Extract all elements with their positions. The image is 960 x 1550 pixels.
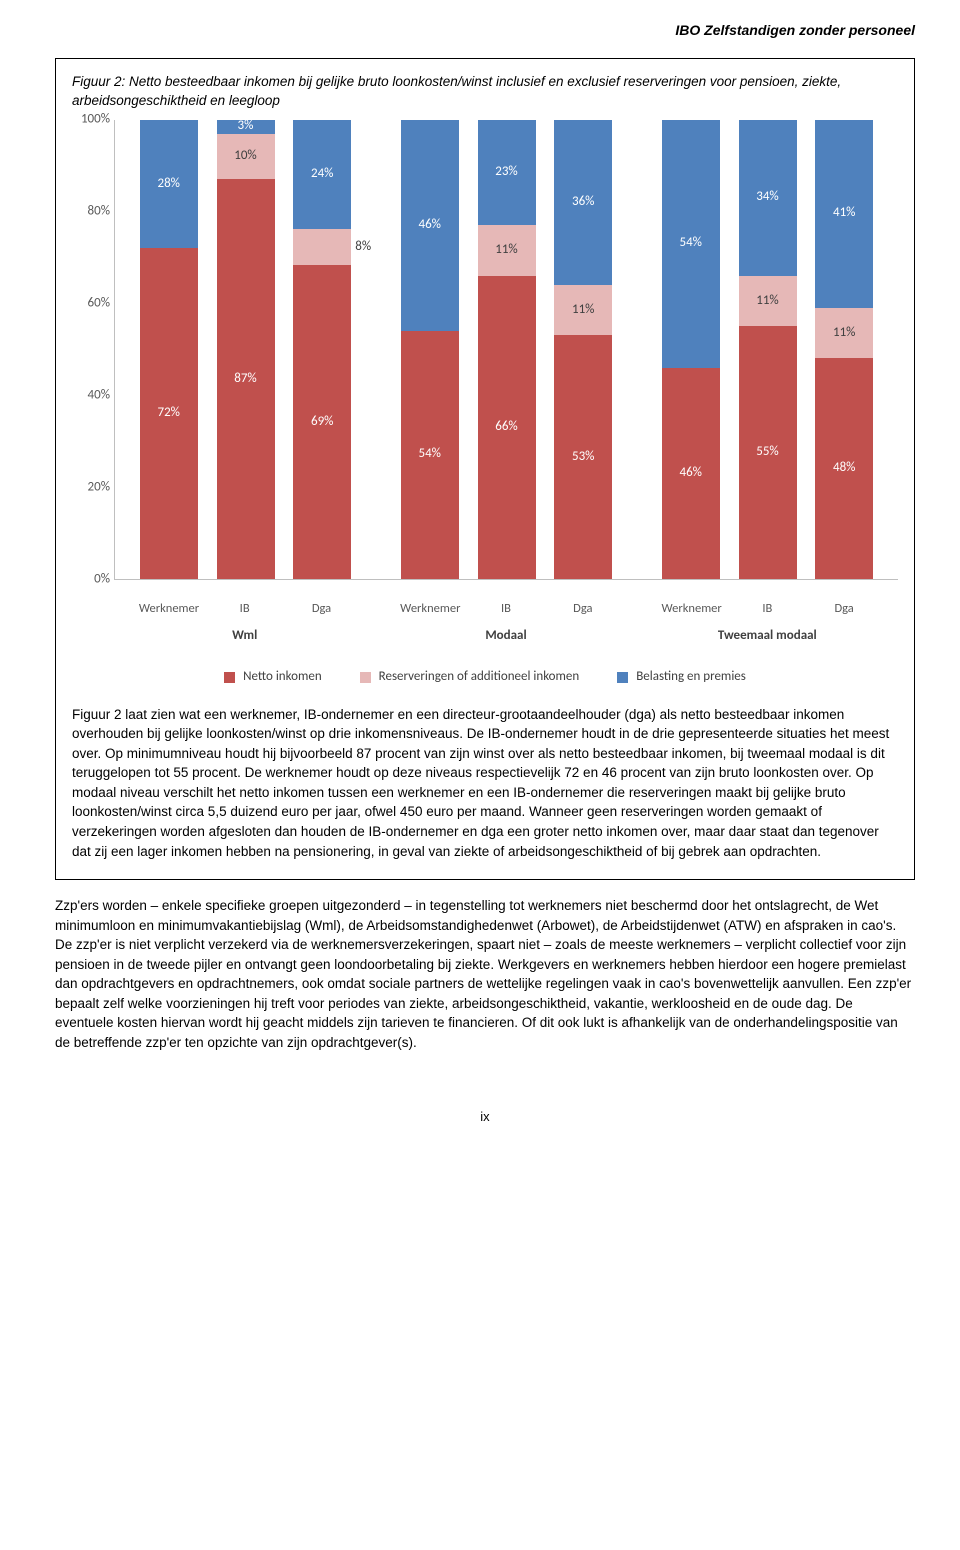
group-label: Modaal <box>375 627 636 646</box>
y-tick: 100% <box>81 110 110 129</box>
bar-segment: 46% <box>401 120 459 331</box>
bar-segment: 55% <box>739 326 797 578</box>
bar: 87%10%3% <box>217 120 275 579</box>
bar: 72%28% <box>140 120 198 579</box>
bar-segment: 46% <box>662 368 720 579</box>
page-number: ix <box>55 1108 915 1127</box>
x-bar-label: Werknemer <box>661 600 719 618</box>
y-tick: 60% <box>88 294 110 313</box>
x-bar-label: Dga <box>554 600 612 618</box>
bar-segment: 72% <box>140 248 198 578</box>
bar-segment: 11% <box>739 276 797 326</box>
bar-segment: 53% <box>554 335 612 578</box>
legend-label: Belasting en premies <box>636 668 746 687</box>
figure-box: Figuur 2: Netto besteedbaar inkomen bij … <box>55 58 915 880</box>
bar-segment: 23% <box>478 120 536 226</box>
bar-segment: 11% <box>554 285 612 335</box>
bar-group: 46%54%55%11%34%48%11%41% <box>637 120 898 579</box>
bar-segment: 54% <box>662 120 720 368</box>
bar-segment: 8% <box>293 229 351 265</box>
bar: 55%11%34% <box>739 120 797 579</box>
bar-segment: 48% <box>815 358 873 578</box>
figure-body-text: Figuur 2 laat zien wat een werknemer, IB… <box>72 705 898 862</box>
bar: 53%11%36% <box>554 120 612 579</box>
legend-item: Reserveringen of additioneel inkomen <box>360 668 580 687</box>
legend-label: Netto inkomen <box>243 668 322 687</box>
legend-label: Reserveringen of additioneel inkomen <box>379 668 580 687</box>
bar: 54%46% <box>401 120 459 579</box>
y-tick: 40% <box>88 386 110 405</box>
x-bar-label: IB <box>738 600 796 618</box>
bar-group: 54%46%66%11%23%53%11%36% <box>376 120 637 579</box>
x-bar-label: Dga <box>292 600 350 618</box>
bar: 48%11%41% <box>815 120 873 579</box>
bar: 46%54% <box>662 120 720 579</box>
legend-swatch <box>224 672 235 683</box>
group-label: Wml <box>114 627 375 646</box>
x-bar-label: IB <box>216 600 274 618</box>
x-axis-group-labels: WmlModaalTweemaal modaal <box>114 627 898 646</box>
bar-segment: 24% <box>293 120 351 229</box>
bar-segment: 66% <box>478 276 536 579</box>
y-tick: 0% <box>94 570 110 589</box>
bar-group: 72%28% 87%10%3% 69%8%24% <box>115 120 376 579</box>
y-axis: 0%20%40%60%80%100% <box>72 120 114 580</box>
legend-item: Belasting en premies <box>617 668 746 687</box>
bar-segment: 28% <box>140 120 198 249</box>
bar-segment: 34% <box>739 120 797 276</box>
x-bar-label: Werknemer <box>139 600 197 618</box>
bar-segment: 36% <box>554 120 612 285</box>
y-tick: 80% <box>88 202 110 221</box>
bar: 66%11%23% <box>478 120 536 579</box>
stacked-bar-chart: 0%20%40%60%80%100% 72%28%87%10%3%69%8%24… <box>72 120 898 640</box>
bar-segment: 54% <box>401 331 459 579</box>
page-header: IBO Zelfstandigen zonder personeel <box>55 20 915 40</box>
bar-segment: 69% <box>293 265 351 579</box>
legend-item: Netto inkomen <box>224 668 322 687</box>
chart-plot-area: 72%28%87%10%3%69%8%24%54%46%66%11%23%53%… <box>114 120 898 580</box>
figure-caption: Figuur 2: Netto besteedbaar inkomen bij … <box>72 73 898 109</box>
legend-swatch <box>617 672 628 683</box>
bar-segment: 11% <box>815 308 873 358</box>
legend-swatch <box>360 672 371 683</box>
bar-segment: 87% <box>217 179 275 578</box>
x-bar-label: Dga <box>815 600 873 618</box>
bar: 69%8%24% <box>293 120 351 579</box>
x-bar-label: IB <box>477 600 535 618</box>
x-axis-bar-labels: Werknemer IB Dga Werknemer IB Dga Werknemer IB D… <box>114 600 898 618</box>
bar-segment: 3% <box>217 120 275 134</box>
y-tick: 20% <box>88 478 110 497</box>
bar-segment: 10% <box>217 134 275 180</box>
chart-legend: Netto inkomen Reserveringen of additionee… <box>72 668 898 687</box>
body-paragraph: Zzp'ers worden – enkele specifieke groep… <box>55 896 915 1053</box>
bar-segment: 11% <box>478 225 536 275</box>
bar-segment: 41% <box>815 120 873 308</box>
figure-body-paragraph: Figuur 2 laat zien wat een werknemer, IB… <box>72 705 898 862</box>
x-bar-label: Werknemer <box>400 600 458 618</box>
group-label: Tweemaal modaal <box>637 627 898 646</box>
